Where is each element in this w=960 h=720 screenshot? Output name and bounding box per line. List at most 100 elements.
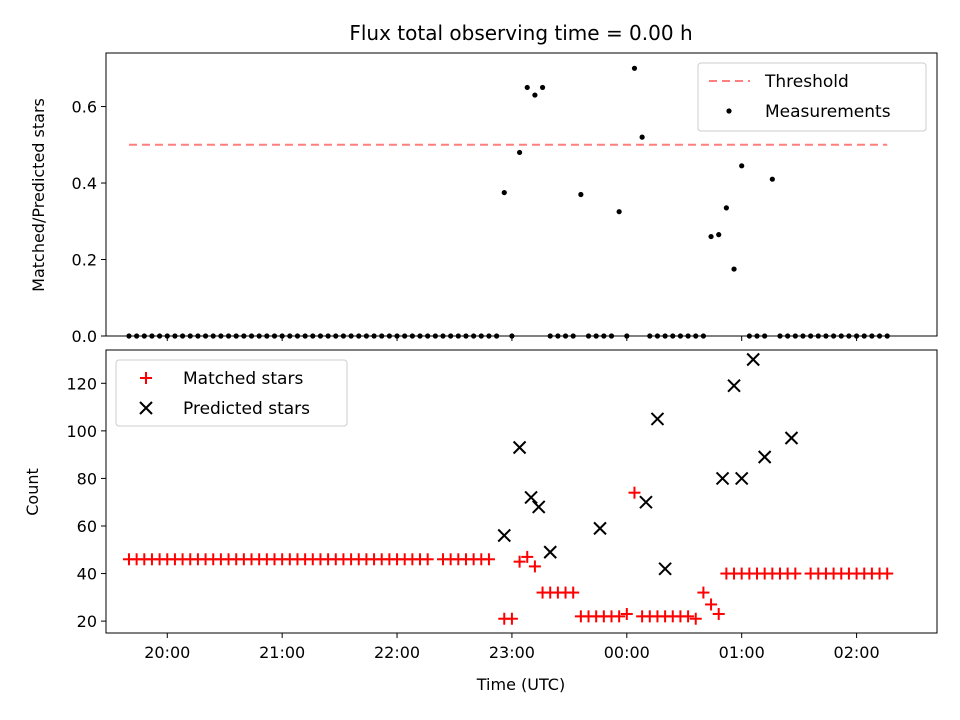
matched-points xyxy=(122,486,894,625)
measurement-point xyxy=(739,163,745,169)
measurement-point xyxy=(233,333,239,339)
measurement-point xyxy=(647,333,653,339)
matched-point xyxy=(567,586,580,599)
measurement-point xyxy=(509,333,515,339)
y-tick-label: 0.2 xyxy=(72,251,97,270)
measurement-point xyxy=(402,333,408,339)
matched-point xyxy=(513,555,526,568)
matched-point xyxy=(482,553,495,566)
bottom-x-axis: 20:00 21:00 22:00 23:00 00:00 01:00 02:00 xyxy=(144,633,880,662)
measurement-point xyxy=(685,333,691,339)
measurement-point xyxy=(348,333,354,339)
bottom-y-label: Count xyxy=(23,468,42,516)
matched-point xyxy=(705,598,718,611)
measurement-point xyxy=(516,149,523,156)
measurement-point xyxy=(578,191,584,198)
measurement-point xyxy=(616,209,622,215)
predicted-point xyxy=(639,495,653,509)
measurement-point xyxy=(777,333,783,339)
predicted-point xyxy=(524,490,538,505)
measurement-point xyxy=(769,176,775,182)
x-tick-label: 02:00 xyxy=(834,643,880,662)
matched-point xyxy=(689,612,702,625)
predicted-point xyxy=(734,471,749,486)
matched-point xyxy=(421,553,434,566)
measurement-point xyxy=(271,333,278,339)
measurement-point xyxy=(562,333,569,339)
top-y-axis: 0.0 0.2 0.4 0.6 xyxy=(72,98,106,346)
measurement-point xyxy=(631,65,638,71)
measurement-point xyxy=(126,333,132,339)
measurement-point xyxy=(601,333,607,339)
legend-predicted-label: Predicted stars xyxy=(183,399,310,419)
measurement-point xyxy=(861,333,867,339)
legend-predicted-swatch xyxy=(139,401,153,415)
measurement-point xyxy=(195,333,201,339)
measurement-point xyxy=(555,333,561,339)
measurement-point xyxy=(746,333,752,339)
measurement-point xyxy=(256,333,262,339)
top-legend-box xyxy=(697,62,927,132)
legend-measurements-label: Measurements xyxy=(765,102,891,122)
measurement-point xyxy=(639,134,645,140)
measurement-point xyxy=(340,333,347,339)
measurement-point xyxy=(210,333,216,339)
matched-point xyxy=(620,607,633,620)
measurement-point xyxy=(762,333,768,339)
matched-point xyxy=(881,567,894,580)
y-tick-label: 40 xyxy=(77,565,97,584)
x-tick-label: 20:00 xyxy=(144,643,190,662)
chart-title: Flux total observing time = 0.00 h xyxy=(349,21,692,45)
measurement-point xyxy=(302,333,308,339)
measurement-point xyxy=(478,333,484,339)
measurement-point xyxy=(179,333,186,339)
measurement-point xyxy=(876,333,883,339)
measurement-point xyxy=(708,233,714,240)
measurement-point xyxy=(494,333,500,339)
top-y-label: Matched/Predicted stars xyxy=(29,98,48,292)
measurement-point xyxy=(539,84,546,91)
measurement-point xyxy=(333,333,339,339)
measurement-point xyxy=(202,333,209,339)
measurement-point xyxy=(593,333,599,339)
y-tick-label: 80 xyxy=(77,469,97,488)
measurement-point xyxy=(846,333,852,339)
predicted-point xyxy=(727,378,741,393)
measurement-point xyxy=(869,333,875,339)
legend-measurements-swatch xyxy=(726,108,732,114)
x-tick-label: 23:00 xyxy=(489,643,535,662)
measurement-point xyxy=(792,333,798,339)
predicted-point xyxy=(658,562,672,576)
measurement-point xyxy=(440,333,446,339)
measurement-point xyxy=(417,333,423,339)
measurement-point xyxy=(716,232,722,238)
measurement-point xyxy=(356,333,362,339)
measurement-point xyxy=(218,333,224,339)
predicted-point xyxy=(543,545,557,559)
predicted-point xyxy=(512,440,527,455)
measurement-point xyxy=(371,333,377,339)
measurement-point xyxy=(785,333,791,339)
matched-point xyxy=(682,610,695,623)
y-tick-label: 0.0 xyxy=(72,327,97,346)
y-tick-label: 60 xyxy=(77,517,97,536)
measurement-point xyxy=(141,333,147,339)
measurement-point xyxy=(279,333,285,339)
measurement-point xyxy=(524,84,530,91)
measurement-point xyxy=(815,333,821,339)
measurement-point xyxy=(662,333,668,339)
measurement-point xyxy=(149,333,155,339)
bottom-y-axis: 20 40 60 80 100 120 xyxy=(66,374,106,631)
matched-point xyxy=(697,586,710,599)
predicted-points xyxy=(497,352,799,576)
measurement-point xyxy=(501,189,507,196)
measurement-point xyxy=(294,333,301,339)
measurement-point xyxy=(570,333,576,339)
bottom-legend: Matched stars Predicted stars xyxy=(115,359,348,427)
matched-point xyxy=(789,567,802,580)
legend-threshold-label: Threshold xyxy=(764,72,849,92)
measurement-point xyxy=(547,333,553,339)
matched-point xyxy=(613,610,626,623)
measurement-point xyxy=(164,333,170,339)
